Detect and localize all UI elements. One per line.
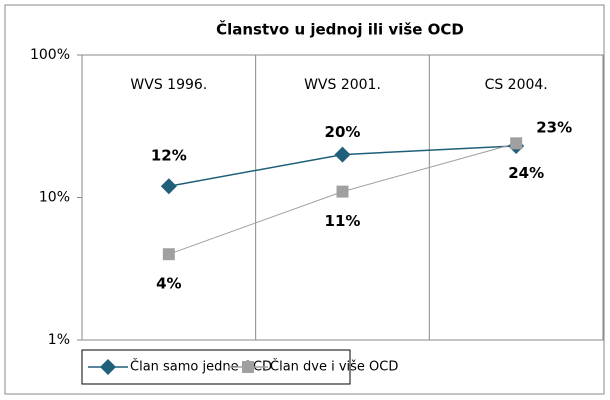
data-label: 23%: [536, 118, 572, 136]
data-label: 12%: [151, 147, 187, 165]
data-point: [160, 178, 177, 195]
x-tick-label: CS 2004.: [485, 77, 548, 93]
data-point: [162, 248, 175, 261]
legend-label: Član samo jedne OCD: [130, 359, 272, 375]
data-label: 20%: [325, 123, 361, 141]
data-point: [334, 146, 351, 163]
data-point: [510, 137, 523, 150]
chart-title: Članstvo u jednoj ili više OCD: [216, 20, 464, 39]
legend-marker: [100, 359, 116, 375]
chart-frame: [4, 4, 605, 395]
data-label: 24%: [508, 164, 544, 182]
data-label: 11%: [325, 212, 361, 230]
legend-label: Član dve i više OCD: [270, 359, 398, 375]
y-tick-label: 100%: [30, 47, 70, 63]
x-tick-label: WVS 2001.: [304, 77, 381, 93]
y-tick-label: 1%: [48, 332, 70, 348]
y-tick-label: 10%: [39, 190, 70, 206]
x-tick-label: WVS 1996.: [130, 77, 207, 93]
legend-marker: [242, 361, 254, 373]
data-label: 4%: [156, 275, 181, 293]
data-point: [336, 185, 349, 198]
